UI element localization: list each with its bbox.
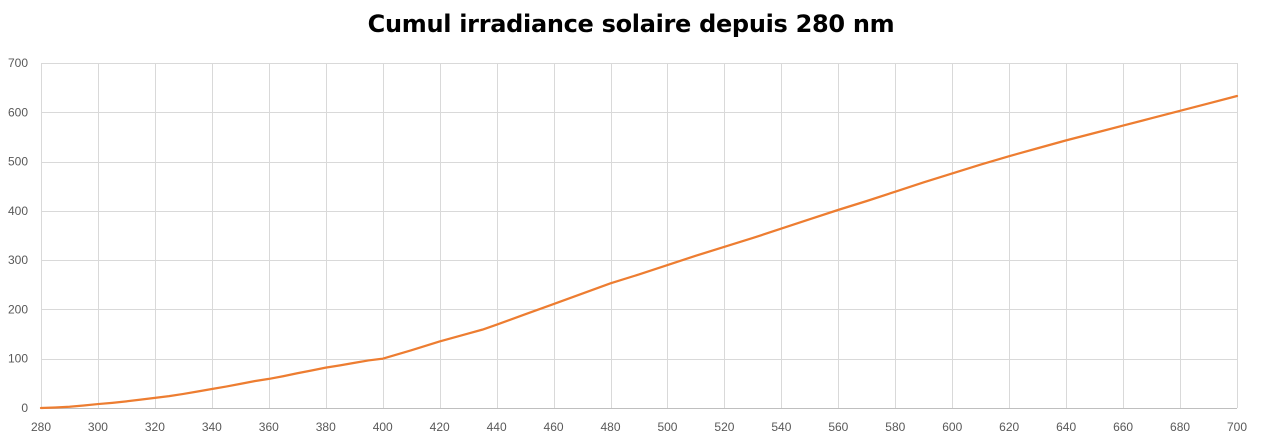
x-tick-label: 660 [1113,420,1133,434]
y-tick-label: 500 [8,155,28,169]
x-tick-label: 420 [430,420,450,434]
y-tick-label: 300 [8,253,28,267]
y-tick-label: 100 [8,352,28,366]
series [39,94,1239,410]
gridlines [41,63,1238,408]
x-tick-label: 280 [31,420,51,434]
y-tick-labels: 0 100 200 300 400 500 600 700 [8,56,28,415]
y-tick-label: 700 [8,56,28,70]
x-tick-label: 600 [942,420,962,434]
x-tick-label: 580 [885,420,905,434]
x-tick-label: 320 [145,420,165,434]
x-tick-label: 300 [88,420,108,434]
x-tick-label: 620 [999,420,1019,434]
x-tick-label: 500 [657,420,677,434]
x-tick-label: 360 [259,420,279,434]
x-tick-label: 440 [487,420,507,434]
y-tick-label: 200 [8,302,28,316]
y-tick-label: 600 [8,105,28,119]
x-tick-label: 680 [1170,420,1190,434]
y-tick-label: 400 [8,204,28,218]
x-tick-label: 380 [316,420,336,434]
x-tick-label: 700 [1227,420,1247,434]
x-tick-label: 340 [202,420,222,434]
x-tick-label: 560 [828,420,848,434]
x-tick-labels: 280 300 320 340 360 380 400 420 440 460 480 500 520 5… [31,420,1247,434]
x-tick-label: 640 [1056,420,1076,434]
y-tick-label: 0 [21,401,28,415]
x-tick-label: 480 [601,420,621,434]
x-tick-label: 460 [544,420,564,434]
series-line-1 [39,94,1239,410]
x-tick-label: 540 [771,420,791,434]
x-tick-label: 400 [373,420,393,434]
x-tick-label: 520 [714,420,734,434]
chart-title: Cumul irradiance solaire depuis 280 nm [367,10,895,38]
